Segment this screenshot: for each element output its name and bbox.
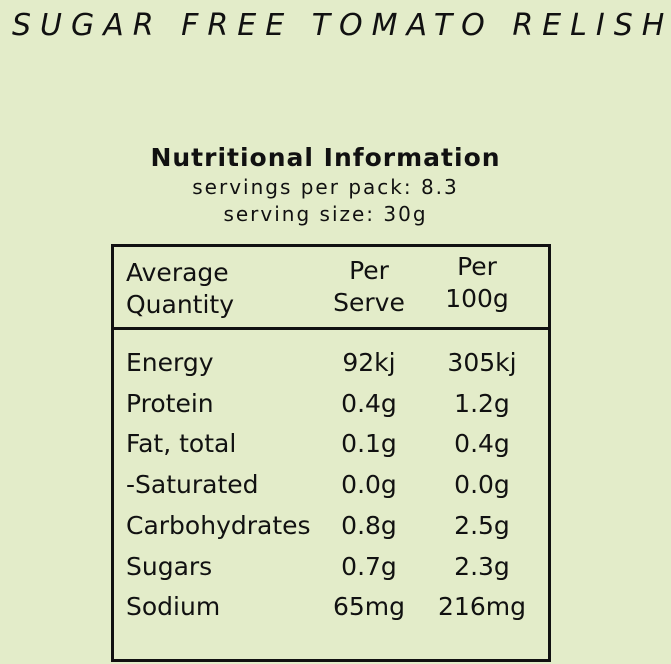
nutrient-name: Carbohydrates: [126, 510, 311, 540]
header-line: 100g: [445, 284, 509, 313]
nutrient-value: 0.8g: [341, 510, 397, 540]
nutrient-name: Energy: [126, 348, 214, 377]
nutrient-value: 0.0g: [341, 470, 397, 500]
nutrient-value: 0.7g: [341, 551, 397, 581]
header-line: Average: [126, 258, 229, 287]
header-line: Serve: [333, 288, 405, 317]
nutrient-value: 2.3g: [454, 551, 510, 581]
nutrient-name: -Saturated: [126, 470, 259, 500]
servings: servings per pack: 8.3: [192, 175, 459, 199]
header-line: Quantity: [126, 290, 235, 319]
product-title: SUGAR FREE TOMATO RELISH: [12, 8, 671, 43]
nutrient-name: Protein: [126, 388, 214, 418]
nutrient-value: 0.4g: [341, 388, 397, 418]
nutrient-value: 2.5g: [454, 510, 510, 540]
header-line: Per: [457, 252, 497, 281]
panel-title: Nutritional Information: [150, 143, 501, 172]
nutrient-name: Fat, total: [126, 429, 237, 459]
nutrient-value: 0.4g: [454, 429, 510, 459]
nutrient-value: 216mg: [438, 592, 526, 622]
nutrient-value: 1.2g: [454, 388, 510, 418]
nutrient-name: Sugars: [126, 551, 213, 581]
header-cell: Average Quantity: [126, 257, 234, 321]
nutrient-value: 305kj: [447, 348, 517, 377]
header-cell: Per 100g: [432, 251, 522, 315]
table-header: Average Quantity Per Serve Per 100g: [114, 247, 548, 330]
header-cell: Per Serve: [324, 255, 414, 319]
nutrient-name: Sodium: [126, 592, 221, 622]
serving-size: serving size: 30g: [223, 202, 428, 226]
info-block: Nutritional Information servings per pac…: [0, 142, 651, 228]
nutrition-table: Average Quantity Per Serve Per 100g Energy 9…: [111, 244, 551, 662]
nutrient-value: 92kj: [342, 348, 396, 377]
nutrient-value: 0.0g: [454, 470, 510, 500]
header-line: Per: [349, 256, 389, 285]
nutrient-value: 65mg: [332, 592, 406, 622]
nutrient-value: 0.1g: [341, 429, 397, 459]
